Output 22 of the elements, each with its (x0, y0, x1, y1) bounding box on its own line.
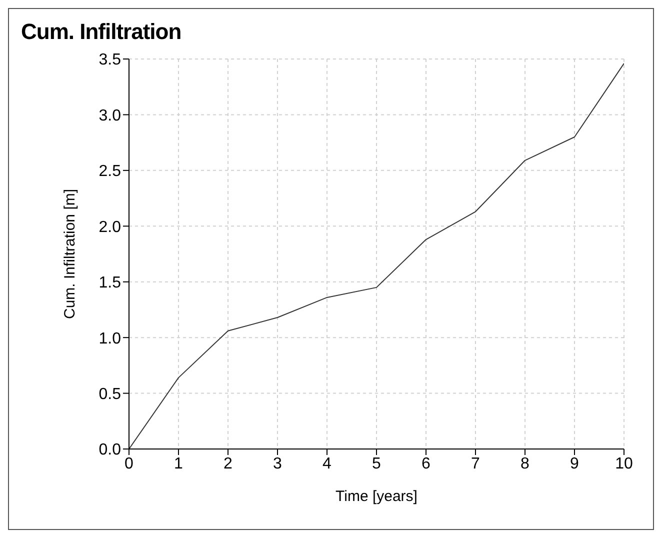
y-tick-label: 3.5 (98, 52, 122, 69)
chart-title: Cum. Infiltration (21, 19, 182, 45)
x-tick-label: 0 (124, 455, 134, 472)
y-tick-label: 2.0 (98, 218, 122, 236)
x-tick-label: 3 (273, 455, 282, 472)
y-tick-label: 0.0 (98, 442, 122, 459)
y-tick-label: 1.0 (98, 330, 122, 348)
x-tick-label: 1 (174, 455, 184, 472)
x-tick-label: 5 (372, 455, 382, 472)
y-tick-label: 3.0 (98, 107, 122, 124)
y-tick-label: 1.5 (98, 274, 122, 292)
x-tick-label: 8 (520, 455, 530, 472)
y-tick-label: 0.5 (98, 386, 122, 403)
x-tick-label: 7 (471, 455, 480, 472)
x-tick-label: 6 (422, 455, 431, 472)
y-tick-label: 2.5 (98, 163, 122, 180)
x-tick-label: 4 (322, 455, 332, 472)
y-axis-title: Cum. Infiltration [m] (61, 188, 78, 320)
x-axis-title: Time [years] (336, 488, 418, 505)
x-tick-label: 10 (615, 455, 633, 472)
x-tick-label: 9 (570, 455, 580, 472)
x-tick-label: 2 (224, 455, 233, 472)
